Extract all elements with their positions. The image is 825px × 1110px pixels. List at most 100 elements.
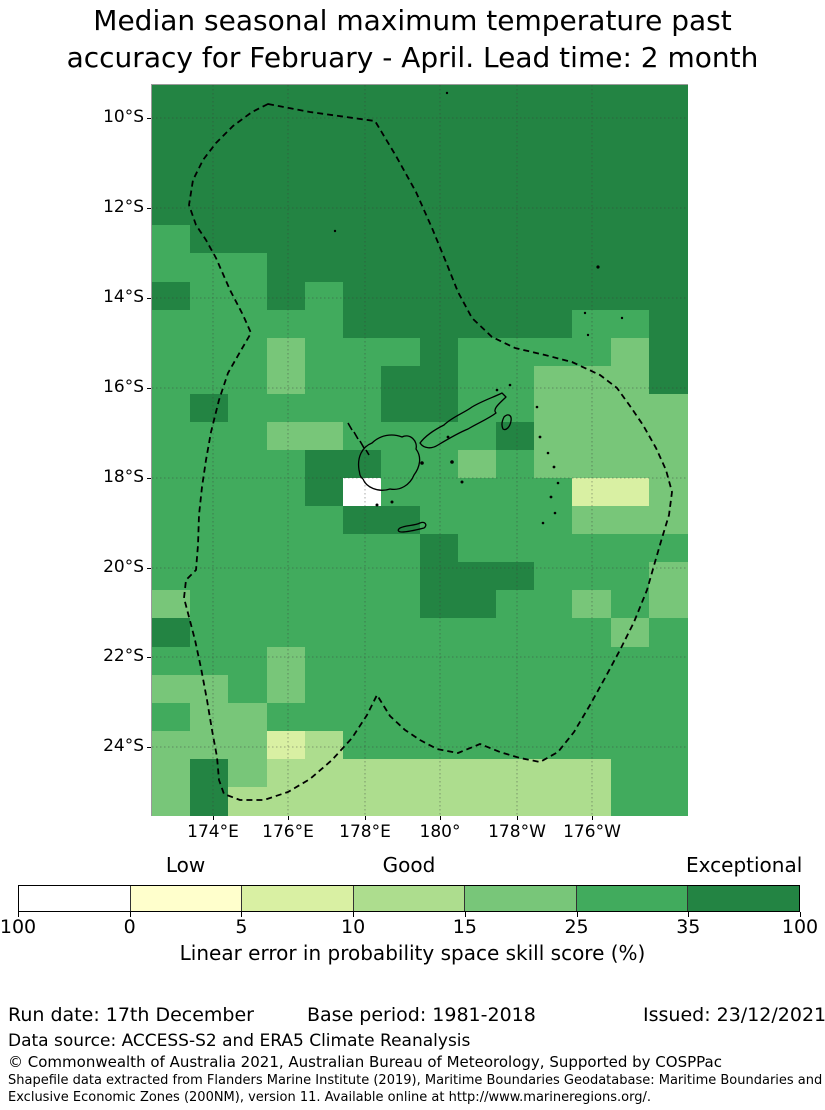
raster-cell bbox=[190, 450, 229, 479]
raster-cell bbox=[266, 225, 306, 255]
raster-cell bbox=[266, 393, 306, 423]
raster-cell bbox=[190, 590, 229, 620]
raster-cell bbox=[343, 225, 382, 255]
raster-cell bbox=[534, 562, 573, 591]
raster-cell bbox=[648, 85, 688, 114]
raster-cell bbox=[610, 85, 650, 114]
raster-cell bbox=[610, 646, 650, 676]
raster-cell bbox=[152, 281, 191, 311]
raster-cell bbox=[648, 618, 688, 648]
raster-cell bbox=[495, 169, 535, 198]
raster-cell bbox=[534, 337, 573, 367]
raster-cell bbox=[495, 450, 535, 479]
raster-cell bbox=[343, 197, 382, 226]
colorbar-tick-label: 5 bbox=[235, 916, 248, 938]
raster-cell bbox=[190, 702, 229, 732]
raster-cell bbox=[610, 365, 650, 395]
raster-cell bbox=[152, 646, 191, 676]
x-tick-label: 178°W bbox=[488, 822, 546, 842]
raster-cell bbox=[495, 281, 535, 311]
raster-cell bbox=[495, 478, 535, 507]
raster-cell bbox=[534, 534, 573, 563]
raster-cell bbox=[190, 309, 229, 339]
raster-cell bbox=[648, 562, 688, 591]
raster-cell bbox=[495, 702, 535, 732]
raster-cell bbox=[534, 786, 573, 816]
raster-cell bbox=[190, 141, 229, 170]
footer-shapefile-line2: Exclusive Economic Zones (200NM), versio… bbox=[8, 1090, 651, 1105]
raster-cell bbox=[381, 702, 421, 732]
raster-cell bbox=[228, 674, 268, 704]
raster-cell bbox=[152, 674, 191, 704]
raster-cell bbox=[534, 85, 573, 114]
raster-cell bbox=[457, 590, 497, 620]
raster-cell bbox=[495, 758, 535, 788]
colorbar-segment bbox=[19, 886, 130, 911]
raster-cell bbox=[381, 450, 421, 479]
raster-cell bbox=[228, 646, 268, 676]
raster-cell bbox=[152, 337, 191, 367]
raster-cell bbox=[419, 393, 459, 423]
raster-cell bbox=[419, 478, 459, 507]
x-tick-mark bbox=[592, 815, 593, 820]
raster-cell bbox=[648, 450, 688, 479]
raster-cell bbox=[648, 674, 688, 704]
raster-cell bbox=[648, 225, 688, 255]
raster-cell bbox=[266, 702, 306, 732]
raster-cell bbox=[266, 309, 306, 339]
raster-cell bbox=[648, 337, 688, 367]
y-tick-label: 14°S bbox=[103, 287, 144, 307]
raster-cell bbox=[495, 85, 535, 114]
raster-cell bbox=[610, 758, 650, 788]
raster-cell bbox=[419, 674, 459, 704]
title-line-1: Median seasonal maximum temperature past bbox=[93, 4, 732, 37]
raster-cell bbox=[534, 169, 573, 198]
colorbar-tick-mark bbox=[241, 912, 243, 917]
raster-cell bbox=[381, 674, 421, 704]
raster-cell bbox=[152, 421, 191, 451]
raster-cell bbox=[228, 169, 268, 198]
y-tick-label: 18°S bbox=[103, 467, 144, 487]
raster-cell bbox=[381, 281, 421, 311]
raster-cell bbox=[648, 534, 688, 563]
map-canvas bbox=[151, 84, 688, 816]
raster-cell bbox=[610, 421, 650, 451]
raster-cell bbox=[457, 506, 497, 535]
raster-cell bbox=[534, 393, 573, 423]
raster-cell bbox=[381, 478, 421, 507]
raster-cell bbox=[343, 758, 382, 788]
raster-cell bbox=[190, 281, 229, 311]
raster-cell bbox=[419, 618, 459, 648]
raster-cell bbox=[343, 534, 382, 563]
raster-cell bbox=[381, 646, 421, 676]
raster-cell bbox=[610, 590, 650, 620]
x-tick-mark bbox=[288, 815, 289, 820]
y-tick-mark bbox=[147, 208, 152, 209]
raster-cell bbox=[457, 758, 497, 788]
raster-cell bbox=[266, 365, 306, 395]
raster-cell bbox=[457, 421, 497, 451]
colorbar-tick-label: 15 bbox=[452, 916, 477, 938]
raster-cell bbox=[343, 646, 382, 676]
raster-cell bbox=[457, 365, 497, 395]
raster-cell bbox=[228, 421, 268, 451]
y-tick-mark bbox=[147, 747, 152, 748]
raster-cell bbox=[266, 562, 306, 591]
raster-cell bbox=[457, 674, 497, 704]
raster-cell bbox=[534, 478, 573, 507]
raster-cell bbox=[266, 421, 306, 451]
raster-cell bbox=[457, 478, 497, 507]
raster-cell bbox=[534, 590, 573, 620]
raster-cell bbox=[381, 393, 421, 423]
raster-cell bbox=[534, 309, 573, 339]
raster-cell bbox=[190, 478, 229, 507]
colorbar-tick-label: 10 bbox=[341, 916, 366, 938]
title-line-2: accuracy for February - April. Lead time… bbox=[66, 41, 759, 74]
raster-cell bbox=[457, 225, 497, 255]
raster-cell bbox=[419, 113, 459, 142]
raster-cell bbox=[228, 590, 268, 620]
raster-cell bbox=[457, 534, 497, 563]
raster-cell bbox=[610, 786, 650, 816]
raster-cell bbox=[648, 590, 688, 620]
raster-cell bbox=[228, 253, 268, 283]
